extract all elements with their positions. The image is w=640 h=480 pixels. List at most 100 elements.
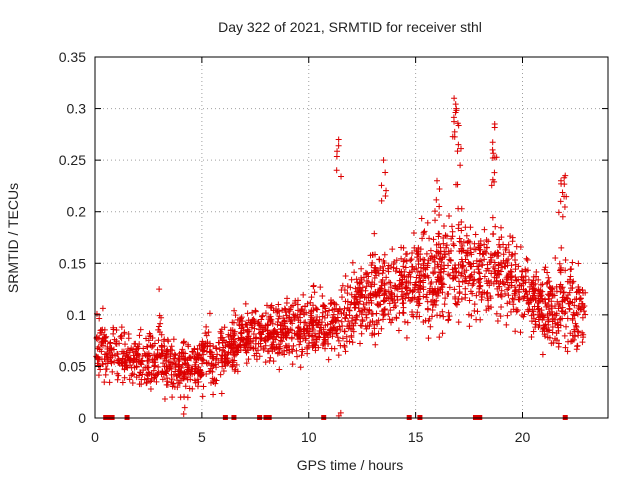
data-point	[392, 302, 399, 309]
data-point	[530, 328, 537, 335]
data-point	[416, 289, 423, 296]
data-point	[305, 331, 312, 338]
data-point	[442, 295, 449, 302]
data-point	[455, 319, 462, 326]
data-point	[405, 294, 412, 301]
data-point	[373, 310, 380, 317]
data-point	[209, 368, 216, 375]
data-point	[467, 224, 474, 231]
data-point	[341, 305, 348, 312]
data-point	[479, 251, 486, 258]
y-tick-label: 0.2	[67, 204, 87, 220]
data-point	[439, 308, 446, 315]
data-point	[439, 280, 446, 287]
data-point	[210, 355, 217, 362]
data-point	[156, 312, 163, 319]
data-point	[316, 316, 323, 323]
data-point	[217, 371, 224, 378]
data-point	[341, 314, 348, 321]
data-point	[468, 271, 475, 278]
data-point	[306, 320, 313, 327]
data-point	[496, 283, 503, 290]
data-point	[252, 345, 259, 352]
data-point	[128, 345, 135, 352]
data-point	[574, 288, 581, 295]
data-point	[348, 291, 355, 298]
data-point	[520, 295, 527, 302]
data-point	[133, 352, 140, 359]
data-point	[164, 336, 171, 343]
data-point	[536, 309, 543, 316]
data-point	[135, 345, 142, 352]
data-point	[140, 367, 147, 374]
data-point	[149, 342, 156, 349]
data-point	[237, 330, 244, 337]
data-point	[516, 282, 523, 289]
data-point	[335, 352, 342, 359]
data-point	[450, 274, 457, 281]
data-point	[176, 361, 183, 368]
data-point	[396, 283, 403, 290]
data-point	[121, 329, 128, 336]
data-point	[453, 181, 460, 188]
data-point	[569, 259, 576, 266]
data-point	[265, 316, 272, 323]
data-point	[539, 313, 546, 320]
data-point	[407, 273, 414, 280]
data-point	[517, 329, 524, 336]
data-point	[539, 281, 546, 288]
data-point	[252, 335, 259, 342]
data-point	[366, 307, 373, 314]
y-tick-label: 0.05	[59, 358, 86, 374]
data-point	[161, 395, 168, 402]
data-point	[448, 223, 455, 230]
data-point	[250, 330, 257, 337]
data-point	[169, 347, 176, 354]
data-point	[553, 330, 560, 337]
data-point	[350, 322, 357, 329]
data-point	[334, 148, 341, 155]
data-point	[483, 250, 490, 257]
data-point	[434, 177, 440, 184]
data-point	[151, 356, 158, 363]
data-point	[271, 326, 278, 333]
data-point	[274, 308, 281, 315]
data-point	[429, 297, 436, 304]
data-point	[335, 136, 342, 143]
data-point	[266, 357, 273, 364]
data-point	[342, 315, 349, 322]
data-point	[170, 380, 177, 387]
data-point	[311, 289, 318, 296]
data-point	[118, 324, 125, 331]
data-point	[367, 252, 374, 259]
data-point	[164, 381, 171, 388]
data-point	[218, 352, 225, 359]
data-point	[220, 337, 227, 344]
data-point	[523, 288, 530, 295]
data-point	[561, 181, 568, 188]
data-point	[398, 280, 405, 287]
data-point	[203, 323, 210, 330]
data-point	[156, 286, 163, 293]
data-point	[179, 346, 186, 353]
data-point	[232, 312, 239, 319]
data-point	[301, 330, 308, 337]
data-point	[351, 269, 358, 276]
data-point	[255, 326, 262, 333]
data-point	[431, 208, 438, 215]
data-point	[515, 288, 522, 295]
data-point	[137, 359, 144, 366]
data-point	[446, 284, 453, 291]
data-point	[504, 286, 511, 293]
data-point	[136, 332, 143, 339]
data-point	[509, 251, 516, 258]
data-point	[299, 346, 306, 353]
data-point	[151, 362, 158, 369]
data-point	[339, 282, 346, 289]
data-point	[367, 319, 374, 326]
data-point	[456, 283, 463, 290]
data-point	[408, 256, 415, 263]
data-point	[133, 374, 140, 381]
y-tick-label: 0.1	[67, 307, 87, 323]
